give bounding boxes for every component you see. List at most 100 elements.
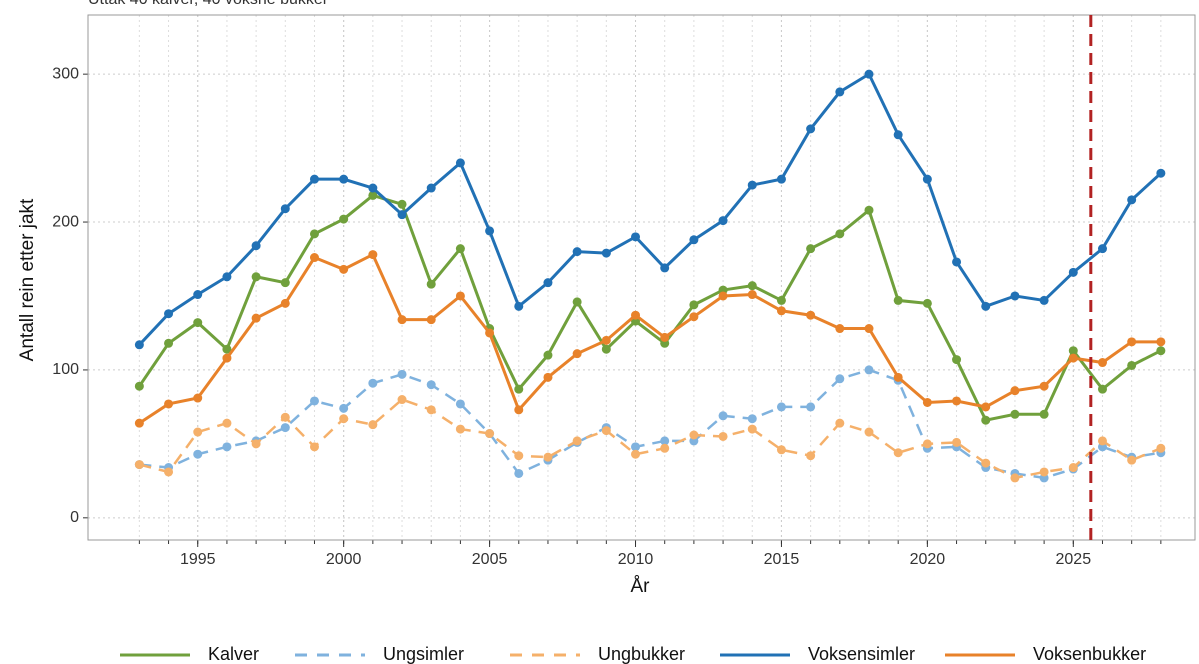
data-point (426, 405, 436, 415)
data-point (543, 278, 553, 288)
data-point (397, 395, 407, 405)
data-point (426, 380, 436, 390)
data-point (309, 396, 319, 406)
data-point (1010, 409, 1020, 419)
data-point (368, 378, 378, 388)
data-point (397, 369, 407, 379)
data-point (689, 430, 699, 440)
data-point (455, 424, 465, 434)
x-tick-label: 2015 (764, 551, 800, 568)
data-point (426, 183, 436, 193)
y-tick-label: 300 (52, 65, 79, 82)
data-point (747, 290, 757, 300)
data-point (339, 174, 349, 184)
data-point (1010, 386, 1020, 396)
data-point (397, 315, 407, 325)
data-point (776, 445, 786, 455)
data-point (309, 229, 319, 239)
data-point (601, 344, 611, 354)
data-point (339, 214, 349, 224)
data-point (368, 250, 378, 260)
legend-label: Ungbukker (598, 644, 685, 664)
data-point (776, 295, 786, 305)
data-point (981, 415, 991, 425)
data-point (747, 424, 757, 434)
data-point (835, 374, 845, 384)
data-point (1068, 353, 1078, 363)
data-point (1039, 381, 1049, 391)
data-point (806, 451, 816, 461)
data-point (222, 272, 232, 282)
data-point (952, 257, 962, 267)
data-point (193, 449, 203, 459)
data-point (339, 264, 349, 274)
data-point (893, 130, 903, 140)
data-point (718, 431, 728, 441)
data-point (455, 158, 465, 168)
data-point (309, 174, 319, 184)
data-point (864, 69, 874, 79)
data-point (864, 365, 874, 375)
data-point (280, 278, 290, 288)
data-point (1127, 337, 1137, 347)
data-point (309, 253, 319, 263)
data-point (426, 279, 436, 289)
data-point (572, 247, 582, 257)
data-point (280, 204, 290, 214)
data-point (835, 418, 845, 428)
data-point (893, 372, 903, 382)
data-point (134, 460, 144, 470)
chart-subtitle: Uttak 40 kalver, 40 voksne bukker (88, 0, 329, 8)
data-point (280, 412, 290, 422)
data-point (455, 291, 465, 301)
data-point (543, 372, 553, 382)
data-point (1039, 467, 1049, 477)
data-point (193, 393, 203, 403)
data-point (368, 420, 378, 430)
data-point (514, 301, 524, 311)
data-point (134, 418, 144, 428)
data-point (514, 451, 524, 461)
series-line (138, 193, 1162, 422)
data-point (1068, 267, 1078, 277)
data-point (134, 381, 144, 391)
data-point (806, 124, 816, 134)
data-point (718, 216, 728, 226)
data-point (747, 414, 757, 424)
data-point (339, 403, 349, 413)
data-point (1097, 384, 1107, 394)
x-tick-label: 1995 (180, 551, 216, 568)
data-point (1156, 168, 1166, 178)
data-point (193, 427, 203, 437)
data-point (251, 439, 261, 449)
data-point (193, 290, 203, 300)
y-tick-label: 0 (70, 509, 79, 526)
data-point (222, 418, 232, 428)
data-point (368, 183, 378, 193)
plot-border (87, 14, 1196, 541)
data-point (543, 452, 553, 462)
legend-label: Voksenbukker (1033, 644, 1146, 664)
data-point (660, 332, 670, 342)
data-point (776, 174, 786, 184)
data-point (689, 300, 699, 310)
data-point (222, 344, 232, 354)
data-point (922, 397, 932, 407)
data-point (1097, 244, 1107, 254)
data-point (981, 402, 991, 412)
data-point (572, 297, 582, 307)
data-point (864, 427, 874, 437)
data-point (514, 468, 524, 478)
data-point (251, 241, 261, 251)
data-point (164, 399, 174, 409)
data-point (543, 350, 553, 360)
data-point (922, 174, 932, 184)
data-point (893, 295, 903, 305)
data-point (835, 229, 845, 239)
data-point (893, 448, 903, 458)
data-point (251, 313, 261, 323)
data-point (1127, 455, 1137, 465)
data-point (1097, 358, 1107, 368)
data-point (981, 301, 991, 311)
